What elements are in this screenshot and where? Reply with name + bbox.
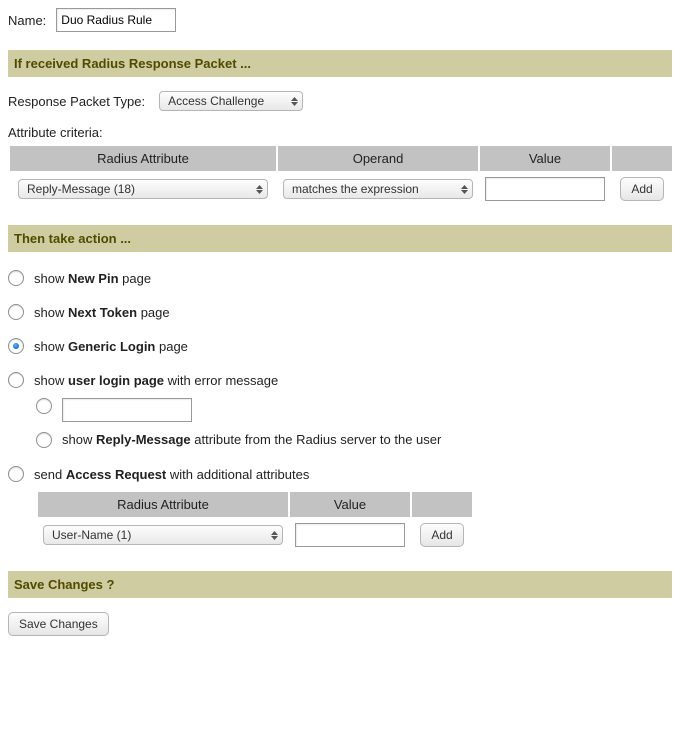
additional-col-action: [412, 492, 472, 517]
criteria-radius-attribute-select[interactable]: Reply-Message (18): [18, 179, 268, 199]
chevron-updown-icon: [461, 185, 468, 194]
section-if-received-header: If received Radius Response Packet ...: [8, 50, 672, 77]
radio-error-custom[interactable]: [36, 398, 52, 414]
radio-generic-login[interactable]: [8, 338, 24, 354]
criteria-col-action: [612, 146, 672, 171]
table-row: Reply-Message (18) matches the expressio…: [10, 173, 672, 205]
additional-col-value: Value: [290, 492, 410, 517]
attribute-criteria-label: Attribute criteria:: [8, 125, 672, 140]
criteria-radius-attribute-value: Reply-Message (18): [27, 182, 135, 196]
attribute-criteria-table: Radius Attribute Operand Value Reply-Mes…: [8, 144, 674, 207]
additional-value-input[interactable]: [295, 523, 405, 547]
additional-add-button[interactable]: Add: [420, 523, 463, 547]
radio-generic-login-label: show Generic Login page: [34, 339, 188, 354]
radio-new-pin-label: show New Pin page: [34, 271, 151, 286]
table-row: User-Name (1) Add: [38, 519, 472, 551]
criteria-col-operand: Operand: [278, 146, 478, 171]
response-packet-type-label: Response Packet Type:: [8, 94, 145, 109]
radio-error-reply-message-label: show Reply-Message attribute from the Ra…: [62, 432, 441, 447]
criteria-col-value: Value: [480, 146, 610, 171]
radio-access-request[interactable]: [8, 466, 24, 482]
radio-error-reply-message[interactable]: [36, 432, 52, 448]
additional-radius-attribute-value: User-Name (1): [52, 528, 131, 542]
additional-attributes-table: Radius Attribute Value User-Name (1): [36, 490, 474, 553]
criteria-value-input[interactable]: [485, 177, 605, 201]
chevron-updown-icon: [256, 185, 263, 194]
radio-user-login-error[interactable]: [8, 372, 24, 388]
radio-next-token-label: show Next Token page: [34, 305, 170, 320]
response-packet-type-select[interactable]: Access Challenge: [159, 91, 303, 111]
name-input[interactable]: [56, 8, 176, 32]
radio-access-request-label: send Access Request with additional attr…: [34, 467, 309, 482]
radio-new-pin[interactable]: [8, 270, 24, 286]
criteria-add-button[interactable]: Add: [620, 177, 663, 201]
criteria-operand-select[interactable]: matches the expression: [283, 179, 473, 199]
error-custom-input[interactable]: [62, 398, 192, 422]
chevron-updown-icon: [291, 97, 298, 106]
radio-next-token[interactable]: [8, 304, 24, 320]
section-save-header: Save Changes ?: [8, 571, 672, 598]
criteria-col-radius-attribute: Radius Attribute: [10, 146, 276, 171]
additional-col-radius-attribute: Radius Attribute: [38, 492, 288, 517]
section-then-action-header: Then take action ...: [8, 225, 672, 252]
name-label: Name:: [8, 13, 46, 28]
radio-user-login-error-label: show user login page with error message: [34, 373, 278, 388]
criteria-operand-value: matches the expression: [292, 182, 419, 196]
response-packet-type-value: Access Challenge: [168, 94, 264, 108]
additional-radius-attribute-select[interactable]: User-Name (1): [43, 525, 283, 545]
save-changes-button[interactable]: Save Changes: [8, 612, 109, 636]
chevron-updown-icon: [271, 531, 278, 540]
